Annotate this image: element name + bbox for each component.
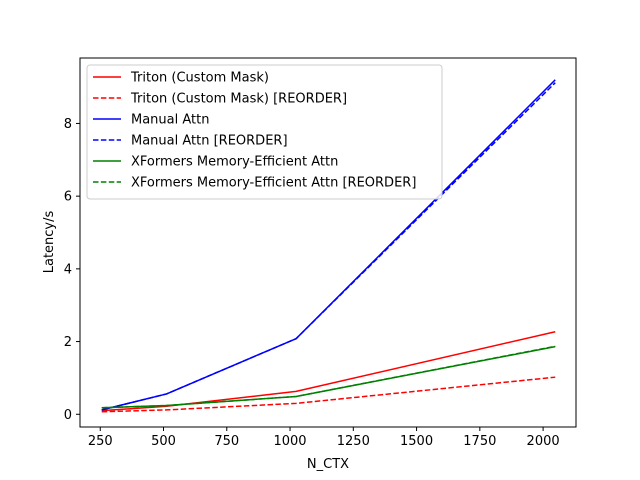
y-tick-label: 4 [64,262,72,277]
legend-box [86,64,443,200]
legend-label: Triton (Custom Mask) [REORDER] [130,92,347,107]
legend-label: Manual Attn [REORDER] [131,134,288,149]
series-line-4 [101,82,556,411]
x-tick-label: 1500 [400,434,433,449]
legend-label: Manual Attn [131,113,209,128]
x-tick-label: 500 [151,434,176,449]
legend: Triton (Custom Mask) Triton (Custom Mask)… [86,64,443,200]
legend-label: XFormers Memory-Efficient Attn [131,155,338,170]
y-tick-label: 2 [64,335,72,350]
x-tick-label: 2000 [527,434,560,449]
y-axis-label: Latency/s [42,211,57,274]
x-axis-label: N_CTX [307,457,349,472]
plot-frame [79,57,577,428]
series-line-6 [101,345,556,409]
y-tick-label: 8 [64,117,72,132]
series-line-2 [101,376,556,413]
y-axis: 0 2 4 6 8 [64,117,80,423]
legend-label: Triton (Custom Mask) [130,71,269,86]
x-axis: 250 500 750 1000 1250 1500 1750 2000 [88,427,560,449]
x-tick-label: 1250 [337,434,370,449]
x-tick-label: 1750 [463,434,496,449]
series-layer [101,79,556,413]
y-tick-label: 6 [64,190,72,205]
x-tick-label: 750 [214,434,239,449]
y-tick-label: 0 [64,408,72,423]
x-tick-label: 250 [88,434,113,449]
series-line-1 [101,331,556,412]
x-tick-label: 1000 [273,434,306,449]
legend-label: XFormers Memory-Efficient Attn [REORDER] [131,176,416,191]
